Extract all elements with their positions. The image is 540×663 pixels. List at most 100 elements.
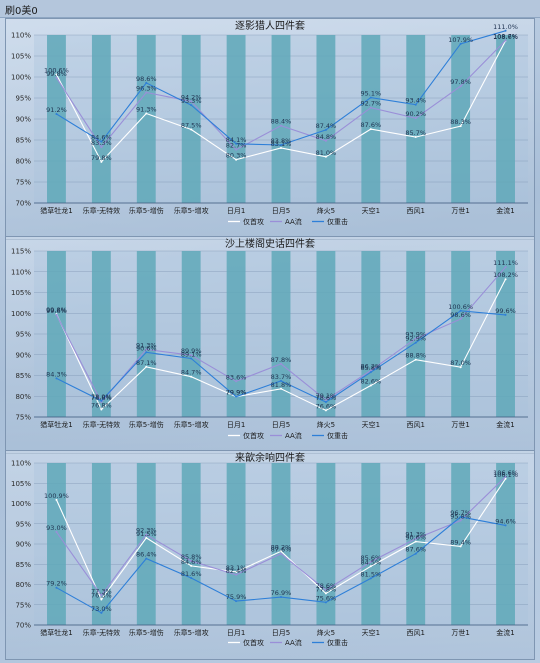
- data-label: 91.2%: [46, 106, 67, 114]
- data-label: 92.3%: [136, 527, 157, 535]
- data-point: [414, 537, 417, 540]
- data-label: 86.2%: [360, 363, 381, 371]
- data-label: 108.2%: [493, 271, 518, 279]
- data-label: 107.9%: [448, 36, 473, 44]
- y-tick-label: 100%: [11, 310, 31, 318]
- y-tick-label: 100%: [11, 500, 31, 508]
- data-point: [145, 351, 148, 354]
- data-point: [324, 401, 327, 404]
- data-label: 78.9%: [91, 393, 112, 401]
- y-tick-label: 80%: [15, 158, 31, 166]
- data-point: [235, 158, 238, 161]
- y-tick-label: 80%: [15, 393, 31, 401]
- data-point: [235, 142, 238, 145]
- category-label: 乐章-无特效: [83, 628, 121, 637]
- data-point: [459, 85, 462, 88]
- data-label: 84.8%: [316, 133, 337, 141]
- data-label: 77.3%: [91, 587, 112, 595]
- category-label: 天空1: [362, 420, 380, 429]
- data-label: 84.1%: [226, 136, 247, 144]
- category-column: [496, 251, 515, 417]
- category-column: [91, 35, 111, 203]
- data-label: 85.8%: [360, 364, 381, 372]
- data-point: [145, 365, 148, 368]
- data-point: [55, 73, 58, 76]
- y-tick-label: 110%: [11, 268, 31, 276]
- data-point: [100, 598, 103, 601]
- category-column: [181, 251, 201, 417]
- category-label: 乐章5-增伤: [129, 206, 164, 215]
- data-point: [459, 366, 462, 369]
- data-label: 106.6%: [493, 469, 518, 477]
- category-column: [181, 463, 201, 625]
- data-point: [190, 357, 193, 360]
- category-label: 天空1: [362, 206, 380, 215]
- y-tick-label: 70%: [15, 622, 31, 630]
- category-column: [47, 463, 66, 625]
- category-column: [226, 35, 246, 203]
- category-label: 烽火5: [317, 420, 335, 429]
- data-label: 92.9%: [405, 335, 426, 343]
- data-point: [459, 42, 462, 45]
- data-point: [459, 515, 462, 518]
- data-point: [145, 533, 148, 536]
- data-point: [324, 601, 327, 604]
- data-label: 98.6%: [450, 311, 471, 319]
- data-label: 89.9%: [181, 347, 202, 355]
- data-point: [190, 104, 193, 107]
- category-label: 乐章-无特效: [83, 420, 121, 429]
- y-tick-label: 95%: [15, 331, 31, 339]
- category-column: [271, 251, 291, 417]
- y-tick-label: 85%: [15, 137, 31, 145]
- category-column: [91, 463, 111, 625]
- y-tick-label: 85%: [15, 372, 31, 380]
- data-label: 88.4%: [271, 118, 292, 126]
- data-label: 75.6%: [316, 594, 337, 602]
- data-label: 91.3%: [136, 106, 157, 114]
- category-label: 日月5: [272, 629, 290, 637]
- category-label: 猎草牡龙1: [40, 420, 72, 429]
- data-point: [324, 139, 327, 142]
- data-label: 84.6%: [181, 558, 202, 566]
- data-label: 91.3%: [405, 531, 426, 539]
- data-point: [459, 309, 462, 312]
- data-point: [235, 600, 238, 603]
- data-label: 94.6%: [495, 517, 516, 525]
- data-label: 92.7%: [360, 100, 381, 108]
- data-label: 83.7%: [271, 373, 292, 381]
- data-point: [100, 408, 103, 411]
- data-point: [280, 596, 282, 599]
- data-label: 79.9%: [226, 389, 247, 397]
- category-column: [406, 463, 426, 625]
- data-label: 84.7%: [181, 369, 202, 377]
- legend-label: 仅重击: [327, 431, 348, 440]
- data-point: [55, 112, 58, 115]
- data-label: 96.7%: [450, 509, 471, 517]
- data-point: [369, 96, 372, 99]
- data-label: 99.6%: [46, 307, 67, 315]
- data-point: [324, 398, 327, 401]
- data-point: [190, 375, 193, 378]
- data-point: [190, 577, 193, 580]
- data-label: 79.9%: [226, 389, 247, 397]
- data-label: 87.6%: [405, 546, 426, 554]
- data-label: 95.1%: [360, 90, 381, 98]
- data-point: [235, 380, 238, 383]
- category-label: 金流1: [496, 206, 514, 215]
- category-label: 猎草牡龙1: [40, 628, 72, 637]
- data-point: [55, 586, 58, 589]
- data-point: [369, 560, 372, 563]
- data-label: 84.5%: [360, 558, 381, 566]
- data-label: 79.8%: [91, 154, 112, 162]
- data-label: 85.6%: [360, 554, 381, 562]
- y-tick-label: 90%: [15, 541, 31, 549]
- y-tick-label: 105%: [11, 53, 31, 61]
- data-label: 82.7%: [226, 142, 247, 150]
- category-label: 日月5: [272, 421, 290, 429]
- category-column: [361, 251, 381, 417]
- data-point: [280, 552, 282, 555]
- data-point: [55, 498, 58, 501]
- data-point: [145, 91, 148, 94]
- category-column: [406, 251, 426, 417]
- y-tick-label: 110%: [11, 460, 31, 468]
